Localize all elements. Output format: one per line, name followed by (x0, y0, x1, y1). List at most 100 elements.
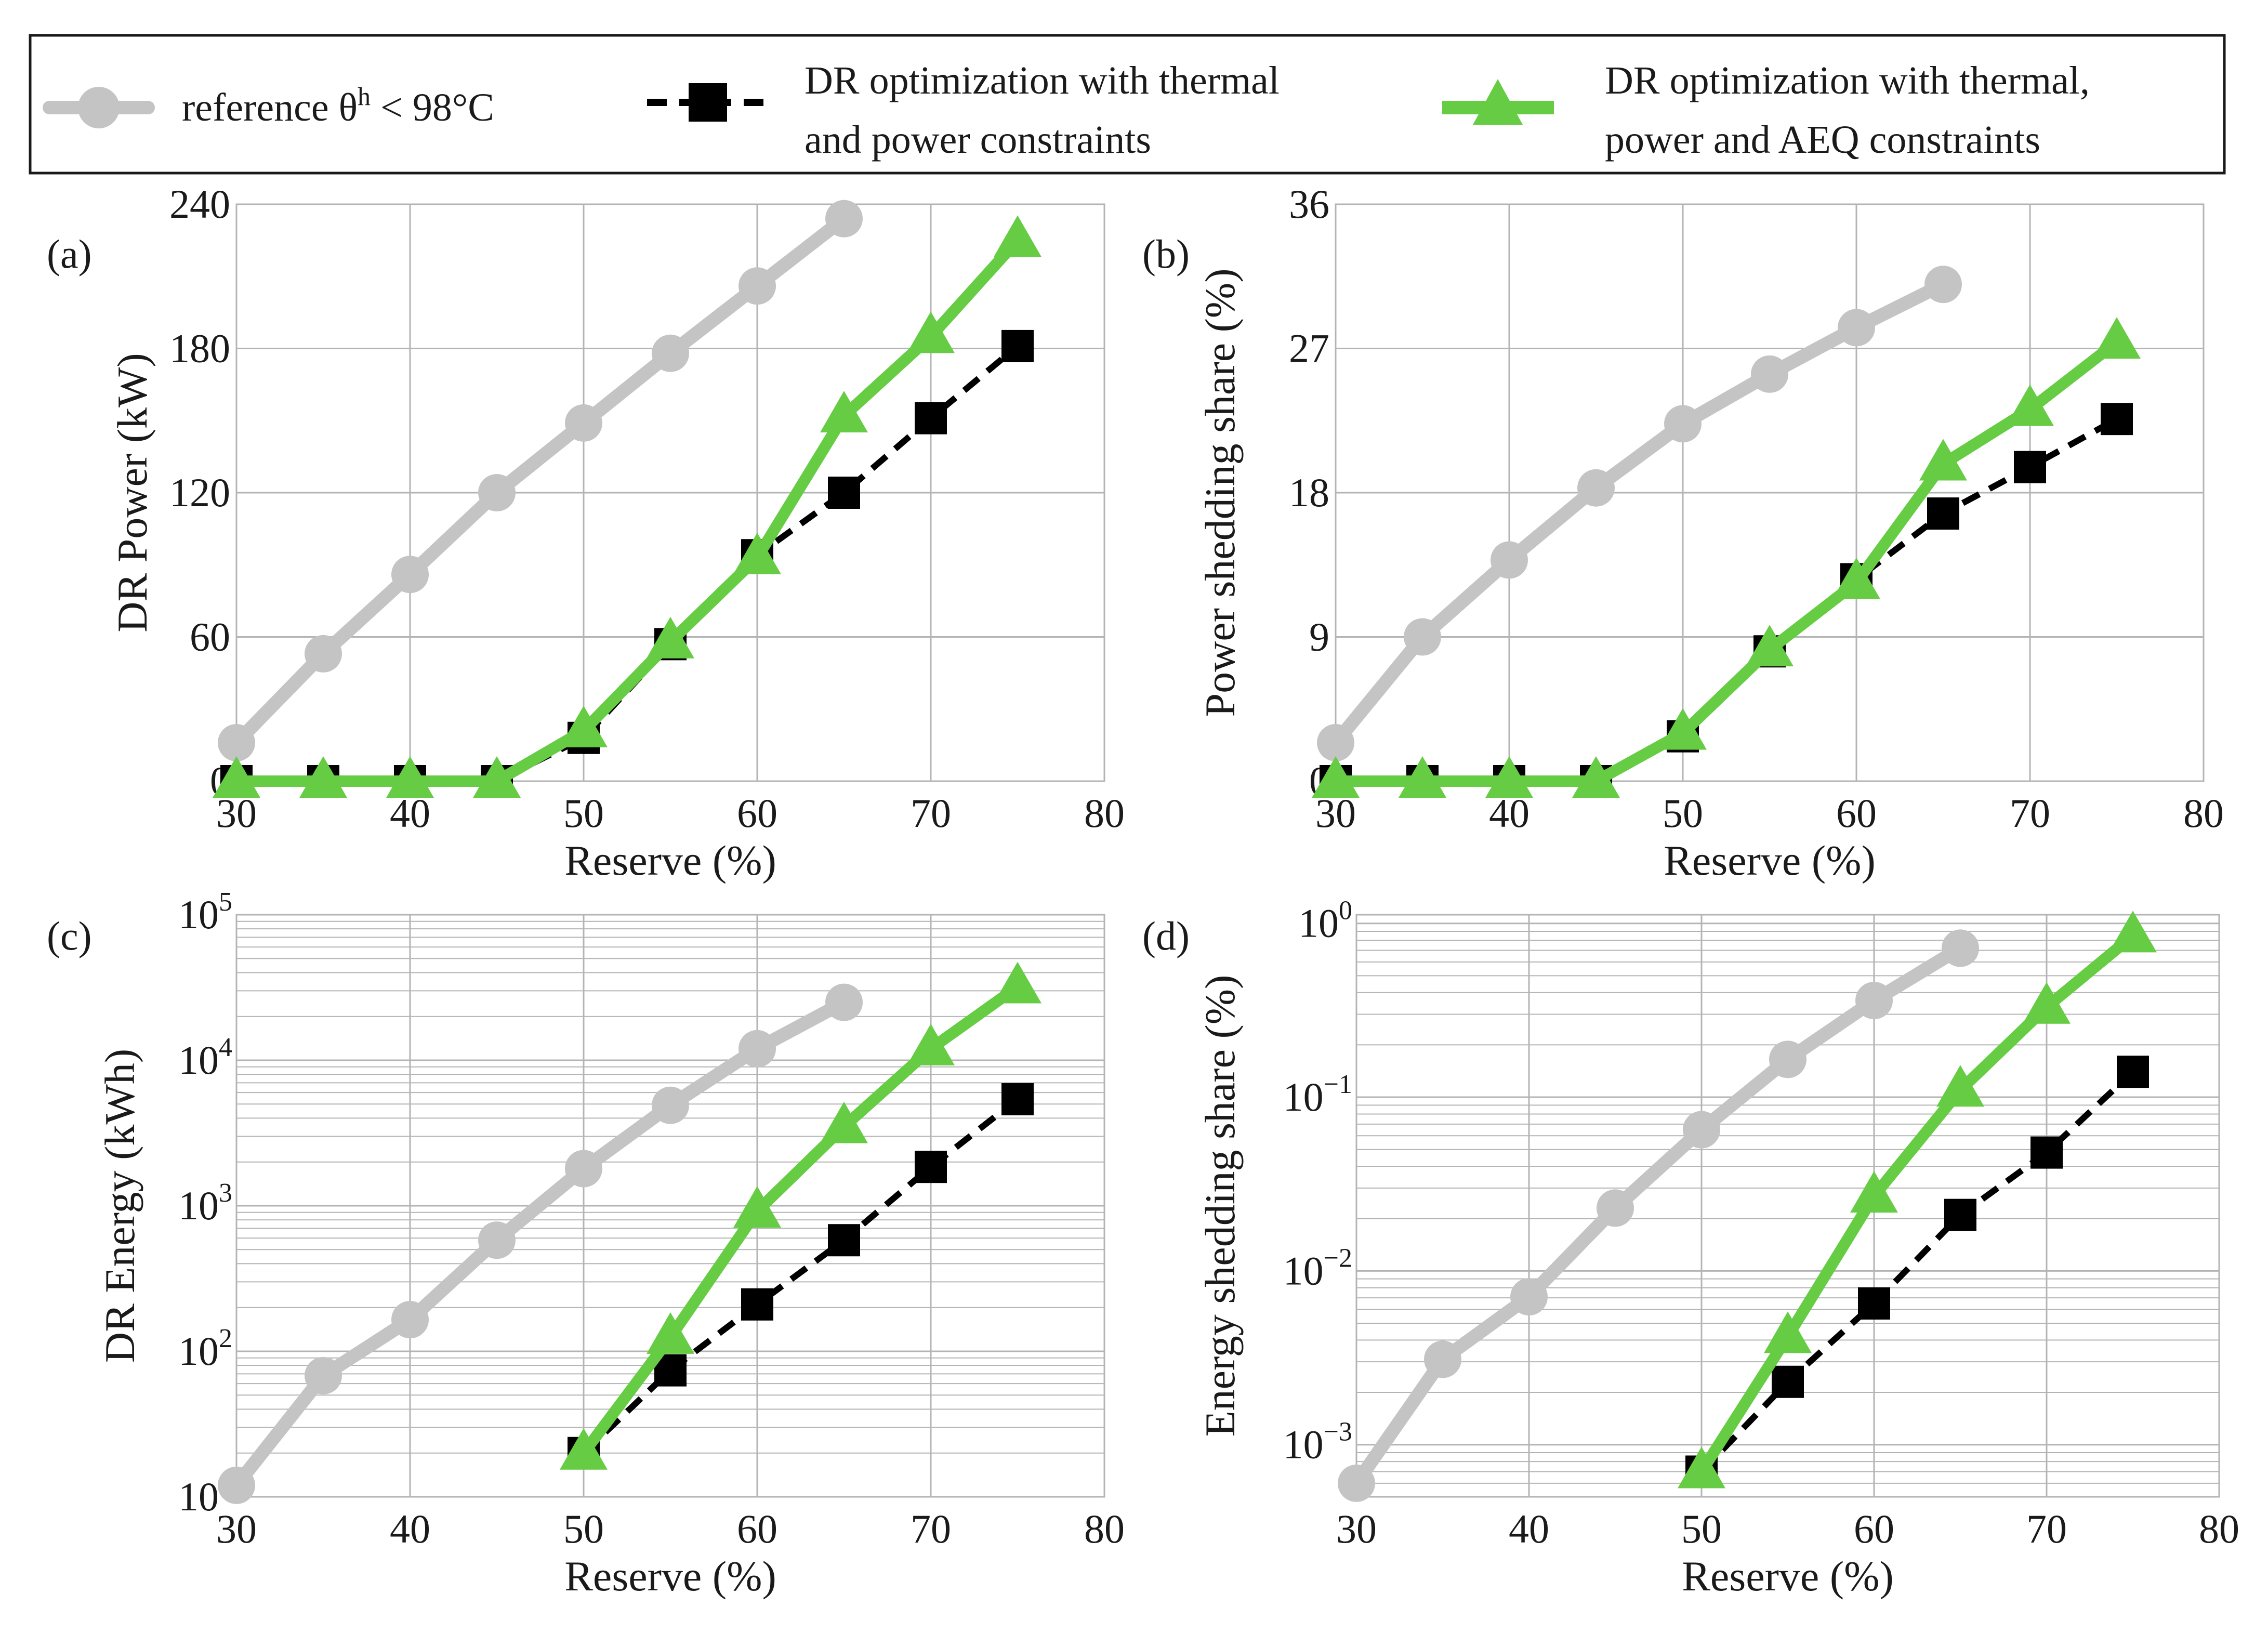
data-point-aeq (907, 1023, 955, 1065)
y-tick-label: 105 (178, 887, 232, 937)
data-point-reference (1924, 266, 1962, 304)
y-tick-label: 102 (178, 1324, 232, 1374)
panel-c-y-axis-label: DR Energy (kWh) (96, 1049, 143, 1363)
y-tick-label: 10−3 (1283, 1417, 1352, 1467)
data-point-reference (652, 1086, 689, 1124)
data-point-reference (218, 1466, 255, 1504)
x-tick-label: 30 (216, 791, 257, 836)
data-point-thermal-power (2117, 1056, 2149, 1088)
data-point-reference (305, 635, 342, 673)
data-point-reference (652, 334, 689, 372)
panel-c-frame (235, 914, 1105, 1498)
data-point-aeq (647, 616, 694, 659)
x-tick-label: 60 (737, 1506, 777, 1551)
y-tick-label: 120 (169, 470, 230, 515)
data-point-aeq (2006, 384, 2054, 426)
data-point-reference (739, 267, 776, 305)
data-point-aeq (299, 756, 347, 798)
data-point-aeq (1746, 625, 1794, 667)
panel-c-dr-energy: 304050607080101102103104105Reserve (%)DR… (47, 887, 1125, 1600)
data-point-reference (1597, 1189, 1634, 1227)
data-point-reference (1404, 618, 1441, 656)
data-point-aeq (1659, 708, 1707, 750)
legend-aeq-label-line1: DR optimization with thermal, (1605, 59, 2090, 102)
x-tick-label: 50 (563, 791, 604, 836)
series-line-aeq (1696, 930, 2139, 1478)
panel-c-label: (c) (47, 913, 92, 958)
data-point-reference (1751, 355, 1788, 393)
data-point-aeq (1572, 756, 1620, 798)
data-point-thermal-power (741, 1288, 773, 1321)
legend-item-reference: reference θh < 98°C (43, 82, 494, 129)
x-tick-label: 70 (2010, 791, 2050, 836)
data-point-aeq (1936, 1065, 1984, 1107)
x-tick-label: 80 (1084, 791, 1125, 836)
data-point-aeq (907, 311, 955, 353)
data-point-aeq (733, 532, 781, 574)
data-point-thermal-power (828, 1224, 860, 1257)
data-point-aeq (1832, 557, 1880, 599)
panel-d-energy-shedding-share: 30 40 50 60 70 80 10−3 10−2 10−1 100 Reserve (%) En… (1142, 896, 2239, 1600)
data-point-reference (1942, 929, 1979, 967)
y-tick-label: 180 (169, 326, 230, 371)
panel-d-series-reference (1338, 929, 1979, 1502)
data-point-thermal-power (1772, 1365, 1804, 1398)
x-tick-label: 70 (2026, 1506, 2067, 1551)
data-point-reference (391, 1301, 429, 1339)
legend-reference-marker (78, 87, 120, 128)
data-point-reference (1855, 982, 1893, 1020)
data-point-aeq (560, 1428, 608, 1470)
data-point-reference (1491, 541, 1528, 579)
x-tick-label: 60 (1836, 791, 1877, 836)
data-point-reference (825, 200, 863, 238)
data-point-aeq (733, 1186, 781, 1228)
panel-b-series-reference (1317, 266, 1962, 761)
data-point-aeq (2093, 317, 2141, 359)
panel-a-series-reference (218, 200, 863, 761)
x-tick-label: 40 (390, 1506, 430, 1551)
data-point-aeq (647, 1312, 694, 1354)
panel-d-y-axis-label: Energy shedding share (%) (1196, 975, 1244, 1437)
panel-a-frame (235, 203, 1105, 782)
data-point-aeq (473, 756, 521, 798)
data-point-reference (1510, 1278, 1548, 1316)
data-point-reference (739, 1030, 776, 1068)
x-tick-label: 40 (390, 791, 430, 836)
data-point-aeq (2023, 982, 2071, 1024)
data-point-thermal-power (1927, 497, 1959, 530)
data-point-reference (1769, 1041, 1807, 1078)
x-tick-label: 40 (1489, 791, 1529, 836)
y-tick-label: 240 (169, 181, 230, 227)
legend-aeq-label-line2: power and AEQ constraints (1605, 118, 2040, 162)
y-tick-label: 103 (178, 1178, 232, 1228)
series-line-aeq (231, 234, 1023, 787)
data-point-reference (1664, 405, 1702, 443)
y-tick-label: 104 (178, 1033, 232, 1083)
y-tick-label: 10−1 (1283, 1070, 1352, 1120)
x-tick-label: 30 (1315, 791, 1356, 836)
y-tick-label: 60 (190, 614, 230, 660)
x-tick-label: 50 (1663, 791, 1703, 836)
panel-a-label: (a) (47, 231, 92, 276)
legend-thermal-power-label-line2: and power constraints (805, 118, 1151, 162)
panel-d-series-aeq (1678, 911, 2157, 1489)
legend-reference-label: reference θh < 98°C (182, 82, 494, 129)
data-point-reference (1838, 309, 1875, 347)
data-point-reference (391, 556, 429, 594)
legend-thermal-power-label-line1: DR optimization with thermal (805, 59, 1280, 102)
y-tick-label: 100 (1298, 896, 1352, 946)
series-line-aeq (1330, 336, 2122, 787)
data-point-aeq (560, 705, 608, 747)
x-tick-label: 70 (911, 1506, 951, 1551)
data-point-thermal-power (828, 477, 860, 509)
x-tick-label: 30 (216, 1506, 257, 1551)
legend-item-aeq: DR optimization with thermal, power and … (1442, 59, 2090, 162)
panel-b-x-axis-label: Reserve (%) (1664, 837, 1876, 884)
data-point-thermal-power (2101, 403, 2133, 436)
data-point-reference (1424, 1340, 1461, 1378)
legend-frame (29, 34, 2226, 175)
data-point-aeq (2109, 911, 2157, 953)
